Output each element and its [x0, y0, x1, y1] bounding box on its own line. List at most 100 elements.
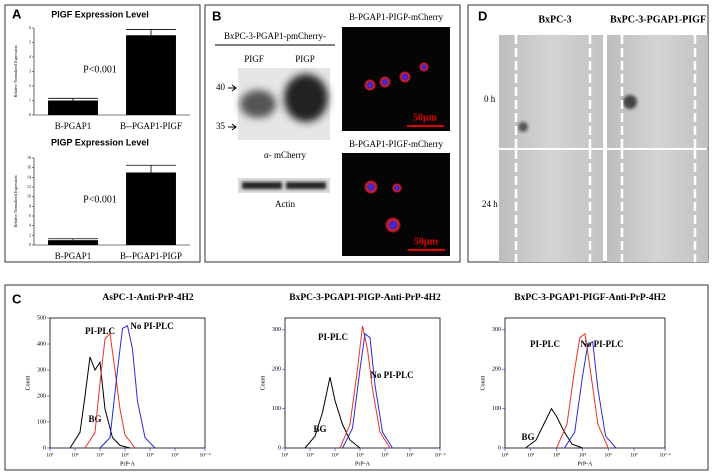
- cell: [392, 183, 402, 193]
- marker-label: 35: [216, 121, 226, 131]
- image-title: B-PGAP1-PIGP-mCherry: [349, 12, 444, 22]
- plot-frame: [49, 317, 206, 449]
- y-tick-label: 14: [27, 174, 31, 179]
- blot-title: BxPC-3-PGAP1-pmCherry-: [224, 31, 326, 41]
- curve-label: BG: [521, 432, 534, 442]
- panel-c-frame: [4, 284, 709, 471]
- y-tick-label: 300: [37, 367, 46, 373]
- error-bar: [48, 238, 98, 241]
- y-tick-label: 200: [272, 367, 281, 373]
- x-axis-label: PrP-A: [577, 461, 593, 467]
- wound-image: [499, 150, 603, 262]
- blot-label: α- mCherry: [264, 150, 306, 160]
- curve-label: PI-PLC: [85, 326, 115, 336]
- cell: [419, 62, 429, 72]
- histogram-curve: [563, 340, 617, 449]
- x-tick-label: 10¹: [501, 452, 509, 458]
- x-tick-label: 10⁷·²: [200, 452, 211, 458]
- column-label: BxPC-3: [538, 14, 571, 25]
- actin-blot: [238, 178, 330, 193]
- wound-edge: [514, 35, 697, 262]
- y-tick-label: 200: [37, 393, 46, 399]
- x-axis-label: PrP-A: [355, 461, 371, 467]
- loading-label: Actin: [275, 199, 295, 209]
- y-tick-label: 100: [37, 419, 46, 425]
- wound-image: [607, 150, 708, 262]
- x-tick-label: 10⁶: [171, 452, 179, 458]
- blot-band: [286, 182, 326, 189]
- curve-label: PI-PLC: [318, 332, 348, 342]
- chart-title: BxPC-3-PGAP1-PIGP-Anti-PrP-4H2: [289, 293, 441, 303]
- histogram-curve: [99, 325, 156, 449]
- wound-image: [607, 35, 708, 148]
- x-tick-label: 10¹: [281, 452, 289, 458]
- y-tick-label: 4: [29, 223, 31, 228]
- row-label: 24 h: [482, 199, 498, 209]
- plot-frame: [284, 317, 441, 449]
- error-bar: [126, 164, 176, 173]
- x-axis-label: PrP-A: [120, 461, 136, 467]
- curve-label: No PI-PLC: [580, 339, 623, 349]
- x-tick-label: 10⁷·²: [435, 452, 446, 458]
- y-tick-label: 0: [498, 445, 501, 451]
- x-tick-label: B--PGAP1-PIGF: [120, 121, 182, 131]
- x-tick-label: 10⁴: [121, 452, 129, 458]
- curve-label: No PI-PLC: [130, 321, 173, 331]
- scale-label: 50μm: [414, 236, 439, 247]
- y-tick-label: 0: [43, 445, 46, 451]
- blot-band: [284, 74, 328, 122]
- y-tick-label: 8: [29, 203, 31, 208]
- cell: [379, 76, 391, 88]
- fluorescence-image: [342, 27, 450, 131]
- y-tick-label: 200: [492, 367, 501, 373]
- histogram-curve: [84, 332, 136, 449]
- x-tick-label: 10⁵: [605, 452, 613, 458]
- histogram-curve: [304, 376, 361, 449]
- y-tick-label: 300: [272, 327, 281, 333]
- image-title: B-PGAP1-PIGF-mCherry: [349, 139, 444, 149]
- x-tick-label: B--PGAP1-PIGP: [120, 251, 182, 261]
- x-tick-label: 10³: [331, 452, 339, 458]
- curve-label: BG: [88, 414, 101, 424]
- y-tick-label: 12: [27, 184, 31, 189]
- annotation: P<0.001: [83, 64, 117, 75]
- marker-label: 40: [216, 82, 226, 92]
- debris: [623, 95, 637, 109]
- cell: [399, 71, 411, 83]
- bar: [48, 100, 98, 115]
- histogram-curve: [556, 332, 609, 449]
- y-tick-label: 2: [29, 83, 31, 88]
- panel-label: D: [478, 8, 487, 23]
- error-bar: [48, 97, 98, 101]
- histogram-curve: [342, 332, 393, 449]
- column-label: BxPC-3-PGAP1-PIGF: [610, 14, 706, 25]
- x-tick-label: B-PGAP1: [55, 121, 92, 131]
- y-axis-label: Relative Normalized Expression: [13, 46, 18, 98]
- histogram-curve: [69, 356, 131, 449]
- chart-title: AsPC-1-Anti-PrP-4H2: [102, 293, 194, 303]
- x-tick-label: 10⁵: [146, 452, 154, 458]
- y-axis-label: Count: [25, 375, 31, 390]
- y-tick-label: 400: [37, 341, 46, 347]
- x-tick-label: B-PGAP1: [55, 251, 92, 261]
- bar: [126, 172, 176, 245]
- blot-band: [240, 90, 276, 118]
- curve-label: No PI-PLC: [370, 370, 413, 380]
- histogram-curve: [339, 325, 391, 449]
- x-tick-label: 10³: [96, 452, 104, 458]
- y-tick-label: 18: [27, 155, 31, 160]
- panel-a-frame: [4, 4, 201, 263]
- panel-label: A: [12, 6, 22, 21]
- y-tick-label: 0: [278, 445, 281, 451]
- y-tick-label: 4: [29, 54, 31, 59]
- plot-frame: [504, 317, 666, 449]
- wound-image: [499, 35, 603, 148]
- y-axis-label: Count: [480, 375, 486, 390]
- x-tick-label: 10¹: [46, 452, 54, 458]
- error-bar: [126, 29, 176, 36]
- fluorescence-image: [342, 153, 450, 256]
- blot-band: [242, 182, 282, 189]
- y-tick-label: 10: [27, 194, 31, 199]
- cell: [364, 180, 378, 194]
